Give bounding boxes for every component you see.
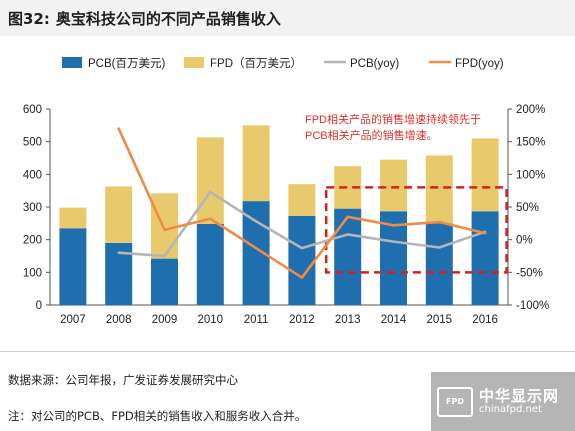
bar-fpd — [196, 137, 224, 224]
x-tick-label: 2016 — [472, 314, 498, 326]
y-tick-label: 600 — [23, 104, 42, 116]
bar-pcb — [334, 208, 362, 305]
y-tick-label: 0 — [36, 300, 42, 312]
bar-fpd — [151, 193, 178, 259]
figure-title-bar: 图32: 奥宝科技公司的不同产品销售收入 — [0, 0, 575, 36]
x-tick-label: 2009 — [152, 314, 178, 326]
x-tick-label: 2008 — [106, 314, 132, 326]
data-source: 数据来源：公司年报，广发证券发展研究中心 — [8, 373, 238, 387]
x-tick-label: 2010 — [198, 314, 224, 326]
bar-fpd — [242, 125, 270, 202]
y2-tick-label: 100% — [516, 169, 545, 181]
y2-tick-label: -100% — [516, 300, 549, 312]
watermark-logo: FPD — [437, 386, 473, 417]
x-tick-label: 2013 — [335, 314, 361, 326]
annotation-line2: PCB相关产品的销售增速。 — [305, 128, 438, 142]
bar-fpd — [59, 207, 87, 229]
watermark-text: 中华显示网 chinafpd.net — [479, 388, 559, 416]
figure-title: 奥宝科技公司的不同产品销售收入 — [55, 9, 281, 28]
x-tick-label: 2015 — [427, 314, 453, 326]
legend-label: PCB(yoy) — [350, 58, 399, 70]
y2-tick-label: 0% — [516, 235, 533, 247]
watermark: FPD 中华显示网 chinafpd.net — [431, 372, 575, 431]
watermark-cn: 中华显示网 — [479, 386, 560, 405]
bar-pcb — [471, 211, 499, 305]
bar-fpd — [380, 159, 407, 212]
legend-swatch — [184, 57, 204, 68]
watermark-en: chinafpd.net — [479, 404, 542, 416]
y-tick-label: 100 — [23, 267, 42, 279]
legend-label: PCB(百万美元) — [88, 56, 165, 70]
divider — [0, 351, 575, 352]
x-tick-label: 2011 — [244, 314, 269, 326]
y-tick-label: 200 — [23, 235, 42, 247]
bar-fpd — [105, 186, 133, 243]
bar-pcb — [196, 223, 224, 305]
bar-fpd — [471, 138, 499, 212]
figure-number: 图32: — [8, 9, 50, 28]
bar-pcb — [380, 211, 407, 305]
sales-chart: 0 100 200 300 400 500 600 -100% -50% 0% 50% 100% 150… — [23, 56, 549, 326]
bar-pcb — [59, 228, 87, 305]
y2-tick-label: -50% — [516, 267, 543, 279]
y-tick-label: 500 — [23, 137, 42, 149]
x-tick-label: 2014 — [381, 314, 407, 326]
y2-tick-label: 50% — [516, 202, 539, 214]
y-tick-label: 400 — [23, 169, 42, 181]
y-tick-label: 300 — [23, 202, 42, 214]
y2-tick-label: 200% — [516, 104, 545, 116]
y2-tick-label: 150% — [516, 137, 545, 149]
chart-area: 0 100 200 300 400 500 600 -100% -50% 0% 50% 100% 150… — [0, 36, 575, 336]
bar-pcb — [288, 215, 316, 305]
annotation-line1: FPD相关产品的销售增速持续领先于 — [305, 112, 481, 126]
footnote: 注：对公司的PCB、FPD相关的销售收入和服务收入合并。 — [8, 409, 307, 423]
x-tick-label: 2012 — [289, 314, 315, 326]
bar-pcb — [425, 223, 453, 305]
legend-label: FPD（百万美元） — [210, 56, 302, 70]
bar-fpd — [425, 155, 453, 224]
legend-label: FPD(yoy) — [455, 58, 504, 70]
legend-swatch — [62, 57, 82, 68]
bar-fpd — [288, 184, 316, 216]
x-tick-label: 2007 — [60, 314, 86, 326]
bar-pcb — [151, 258, 178, 305]
highlight-box — [324, 186, 508, 274]
